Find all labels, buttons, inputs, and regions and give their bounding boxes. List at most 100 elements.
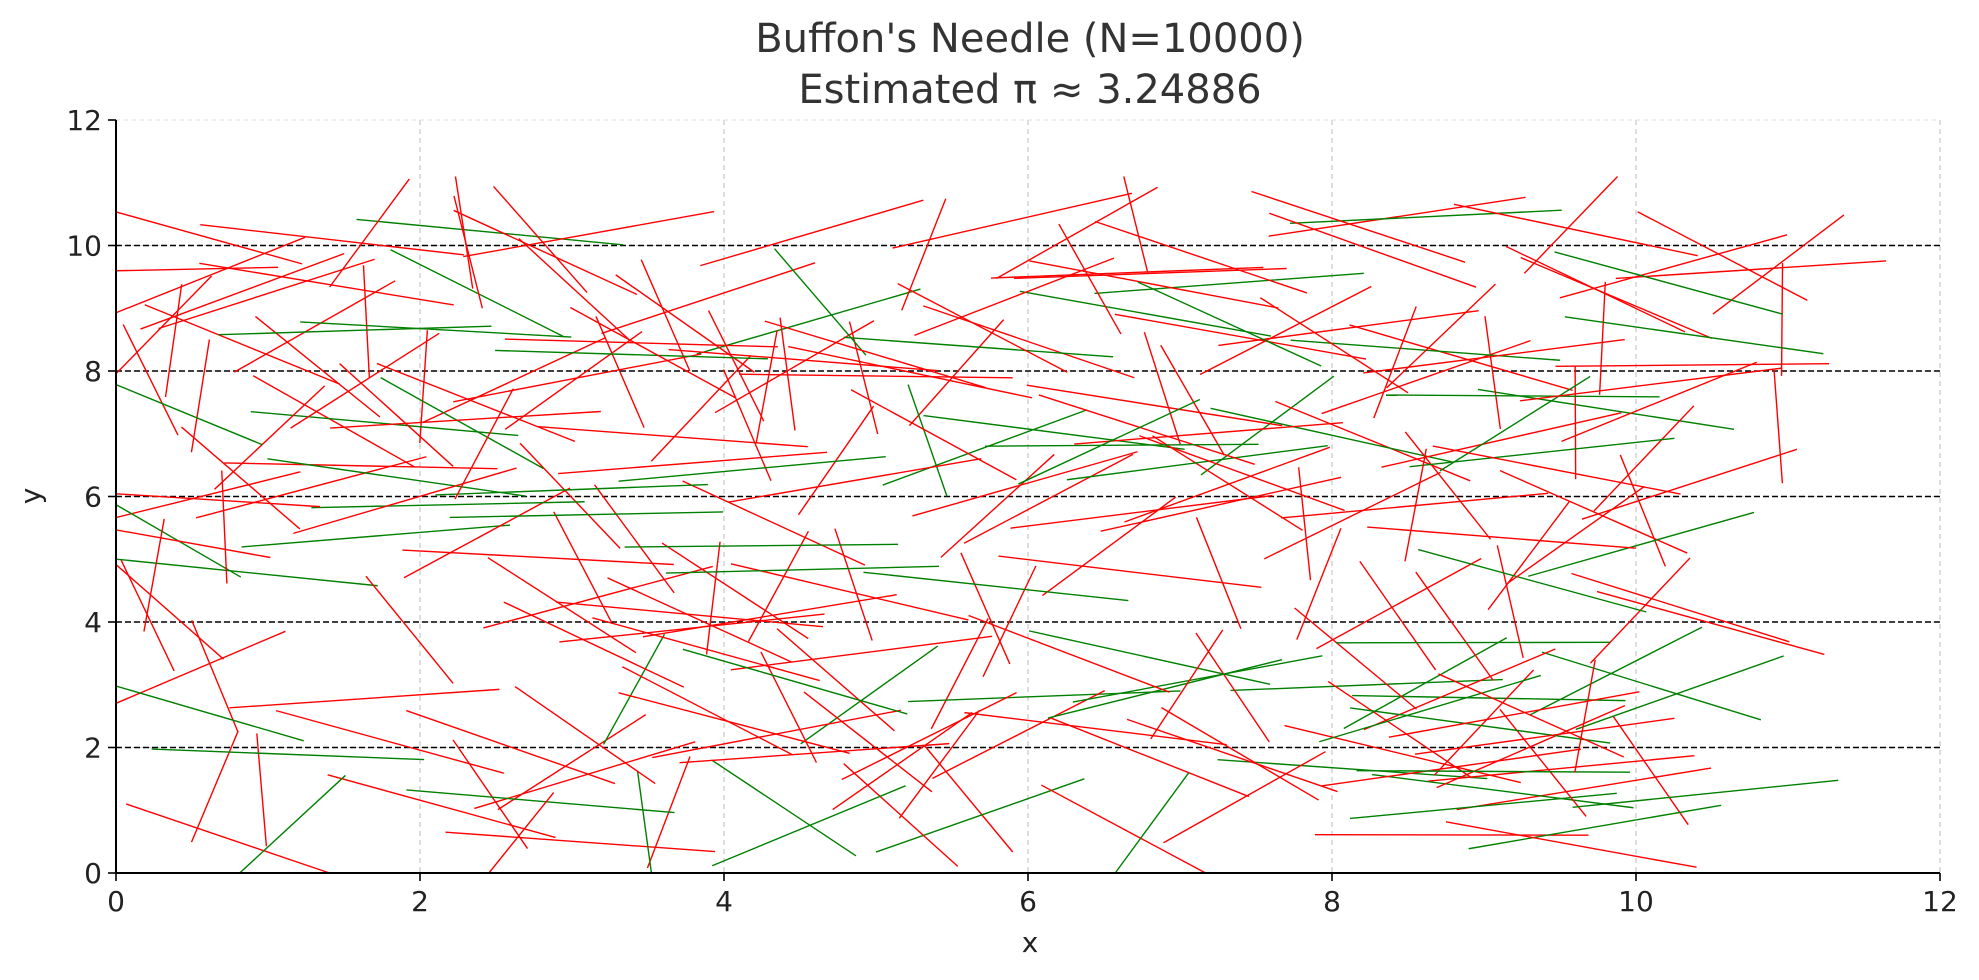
needle xyxy=(1520,367,1783,402)
chart-title: Buffon's Needle (N=10000) xyxy=(755,16,1305,62)
needle xyxy=(1356,769,1631,773)
needle xyxy=(115,493,321,508)
needle xyxy=(593,484,675,594)
needle xyxy=(1349,324,1573,392)
needle xyxy=(990,266,1264,279)
needle xyxy=(487,557,637,654)
needle xyxy=(454,388,514,500)
needle xyxy=(330,410,601,429)
needle xyxy=(1040,784,1206,874)
needle xyxy=(923,744,1014,853)
needle xyxy=(1268,196,1526,237)
needle xyxy=(1615,260,1887,280)
needle xyxy=(1388,691,1640,738)
needle xyxy=(1152,435,1303,531)
needle xyxy=(963,453,1134,544)
needle xyxy=(151,748,425,761)
needle xyxy=(250,410,519,437)
needle xyxy=(843,336,1114,358)
needle xyxy=(221,470,228,584)
needle xyxy=(518,238,632,343)
needle xyxy=(1139,435,1345,512)
needle xyxy=(1294,607,1417,710)
needle xyxy=(1018,398,1201,485)
needle xyxy=(376,362,576,443)
needle xyxy=(290,332,440,429)
needle xyxy=(1541,651,1762,721)
needle xyxy=(406,789,675,814)
needle xyxy=(1484,316,1502,430)
needle xyxy=(224,462,498,470)
needle xyxy=(419,330,429,444)
needle xyxy=(601,262,816,335)
needle xyxy=(196,456,427,519)
needle xyxy=(1349,792,1617,820)
needle xyxy=(1528,511,1755,577)
needle xyxy=(1094,220,1308,294)
needle xyxy=(1415,571,1494,681)
needle xyxy=(555,601,824,628)
needle xyxy=(607,577,792,663)
needle xyxy=(1322,748,1582,787)
y-tick-label: 10 xyxy=(66,230,102,263)
needle xyxy=(454,176,474,289)
needle xyxy=(682,480,866,566)
needle xyxy=(514,685,656,785)
needle xyxy=(640,259,691,372)
needle xyxy=(474,741,696,810)
needle xyxy=(1773,370,1784,484)
needle xyxy=(190,339,211,453)
needle xyxy=(914,257,1115,337)
tick-labels: 0 2 4 6 8 10 12 0 2 4 6 8 10 12 xyxy=(66,104,1957,918)
needle xyxy=(275,709,505,774)
needle xyxy=(403,487,571,579)
needle xyxy=(707,310,765,422)
needle xyxy=(964,711,1227,746)
needle xyxy=(722,369,772,482)
needle xyxy=(329,178,410,288)
needle xyxy=(1026,384,1283,427)
needle xyxy=(1321,339,1531,415)
needle xyxy=(1367,526,1637,549)
needle xyxy=(463,210,715,258)
needle xyxy=(1575,655,1784,731)
needle xyxy=(1637,211,1808,301)
needle xyxy=(406,709,616,785)
needle xyxy=(1199,285,1372,376)
needle xyxy=(1598,281,1607,395)
needle xyxy=(652,709,901,759)
needle xyxy=(1554,251,1784,315)
needle xyxy=(1066,444,1328,481)
needle xyxy=(362,265,371,379)
needle xyxy=(115,266,279,272)
needle xyxy=(365,575,454,684)
needle xyxy=(214,385,326,490)
needle xyxy=(1047,658,1283,719)
needle xyxy=(1314,833,1589,836)
needle xyxy=(1123,176,1149,275)
needle xyxy=(679,742,950,764)
needle xyxy=(1432,445,1681,495)
y-tick-label: 8 xyxy=(84,355,102,388)
needle xyxy=(863,571,1129,602)
needle xyxy=(115,630,286,704)
needle xyxy=(115,685,304,742)
needle xyxy=(668,348,938,372)
needle xyxy=(1114,772,1190,874)
needle xyxy=(1074,421,1343,445)
needle xyxy=(788,345,1033,399)
needle xyxy=(115,275,213,375)
needle xyxy=(1445,821,1697,868)
needle xyxy=(1019,290,1272,337)
needle xyxy=(730,635,993,671)
needle xyxy=(390,249,565,338)
needle xyxy=(1523,175,1619,274)
needle xyxy=(1010,494,1273,529)
needle xyxy=(1029,260,1279,309)
needle xyxy=(984,443,1259,447)
needle xyxy=(875,778,1085,853)
needle xyxy=(615,274,755,373)
needle xyxy=(1316,557,1482,650)
needle xyxy=(453,353,702,403)
needle xyxy=(908,690,1181,703)
